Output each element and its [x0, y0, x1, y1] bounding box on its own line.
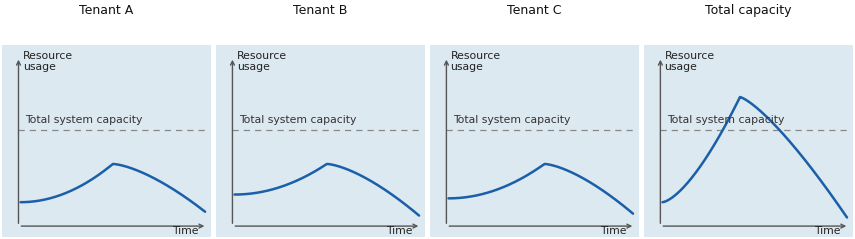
Text: Resource
usage: Resource usage: [451, 51, 501, 72]
Text: Tenant C: Tenant C: [507, 4, 562, 17]
Text: Resource
usage: Resource usage: [237, 51, 286, 72]
Text: Resource
usage: Resource usage: [664, 51, 715, 72]
Text: Tenant B: Tenant B: [293, 4, 348, 17]
Text: Total system capacity: Total system capacity: [25, 115, 142, 125]
Text: Time: Time: [600, 226, 627, 236]
Text: Total system capacity: Total system capacity: [452, 115, 570, 125]
Text: Total system capacity: Total system capacity: [667, 115, 784, 125]
Text: Resource
usage: Resource usage: [23, 51, 73, 72]
Text: Tenant A: Tenant A: [80, 4, 133, 17]
Text: Time: Time: [173, 226, 199, 236]
Text: Total capacity: Total capacity: [705, 4, 792, 17]
Text: Total system capacity: Total system capacity: [239, 115, 357, 125]
Text: Time: Time: [386, 226, 413, 236]
Text: Time: Time: [814, 226, 840, 236]
